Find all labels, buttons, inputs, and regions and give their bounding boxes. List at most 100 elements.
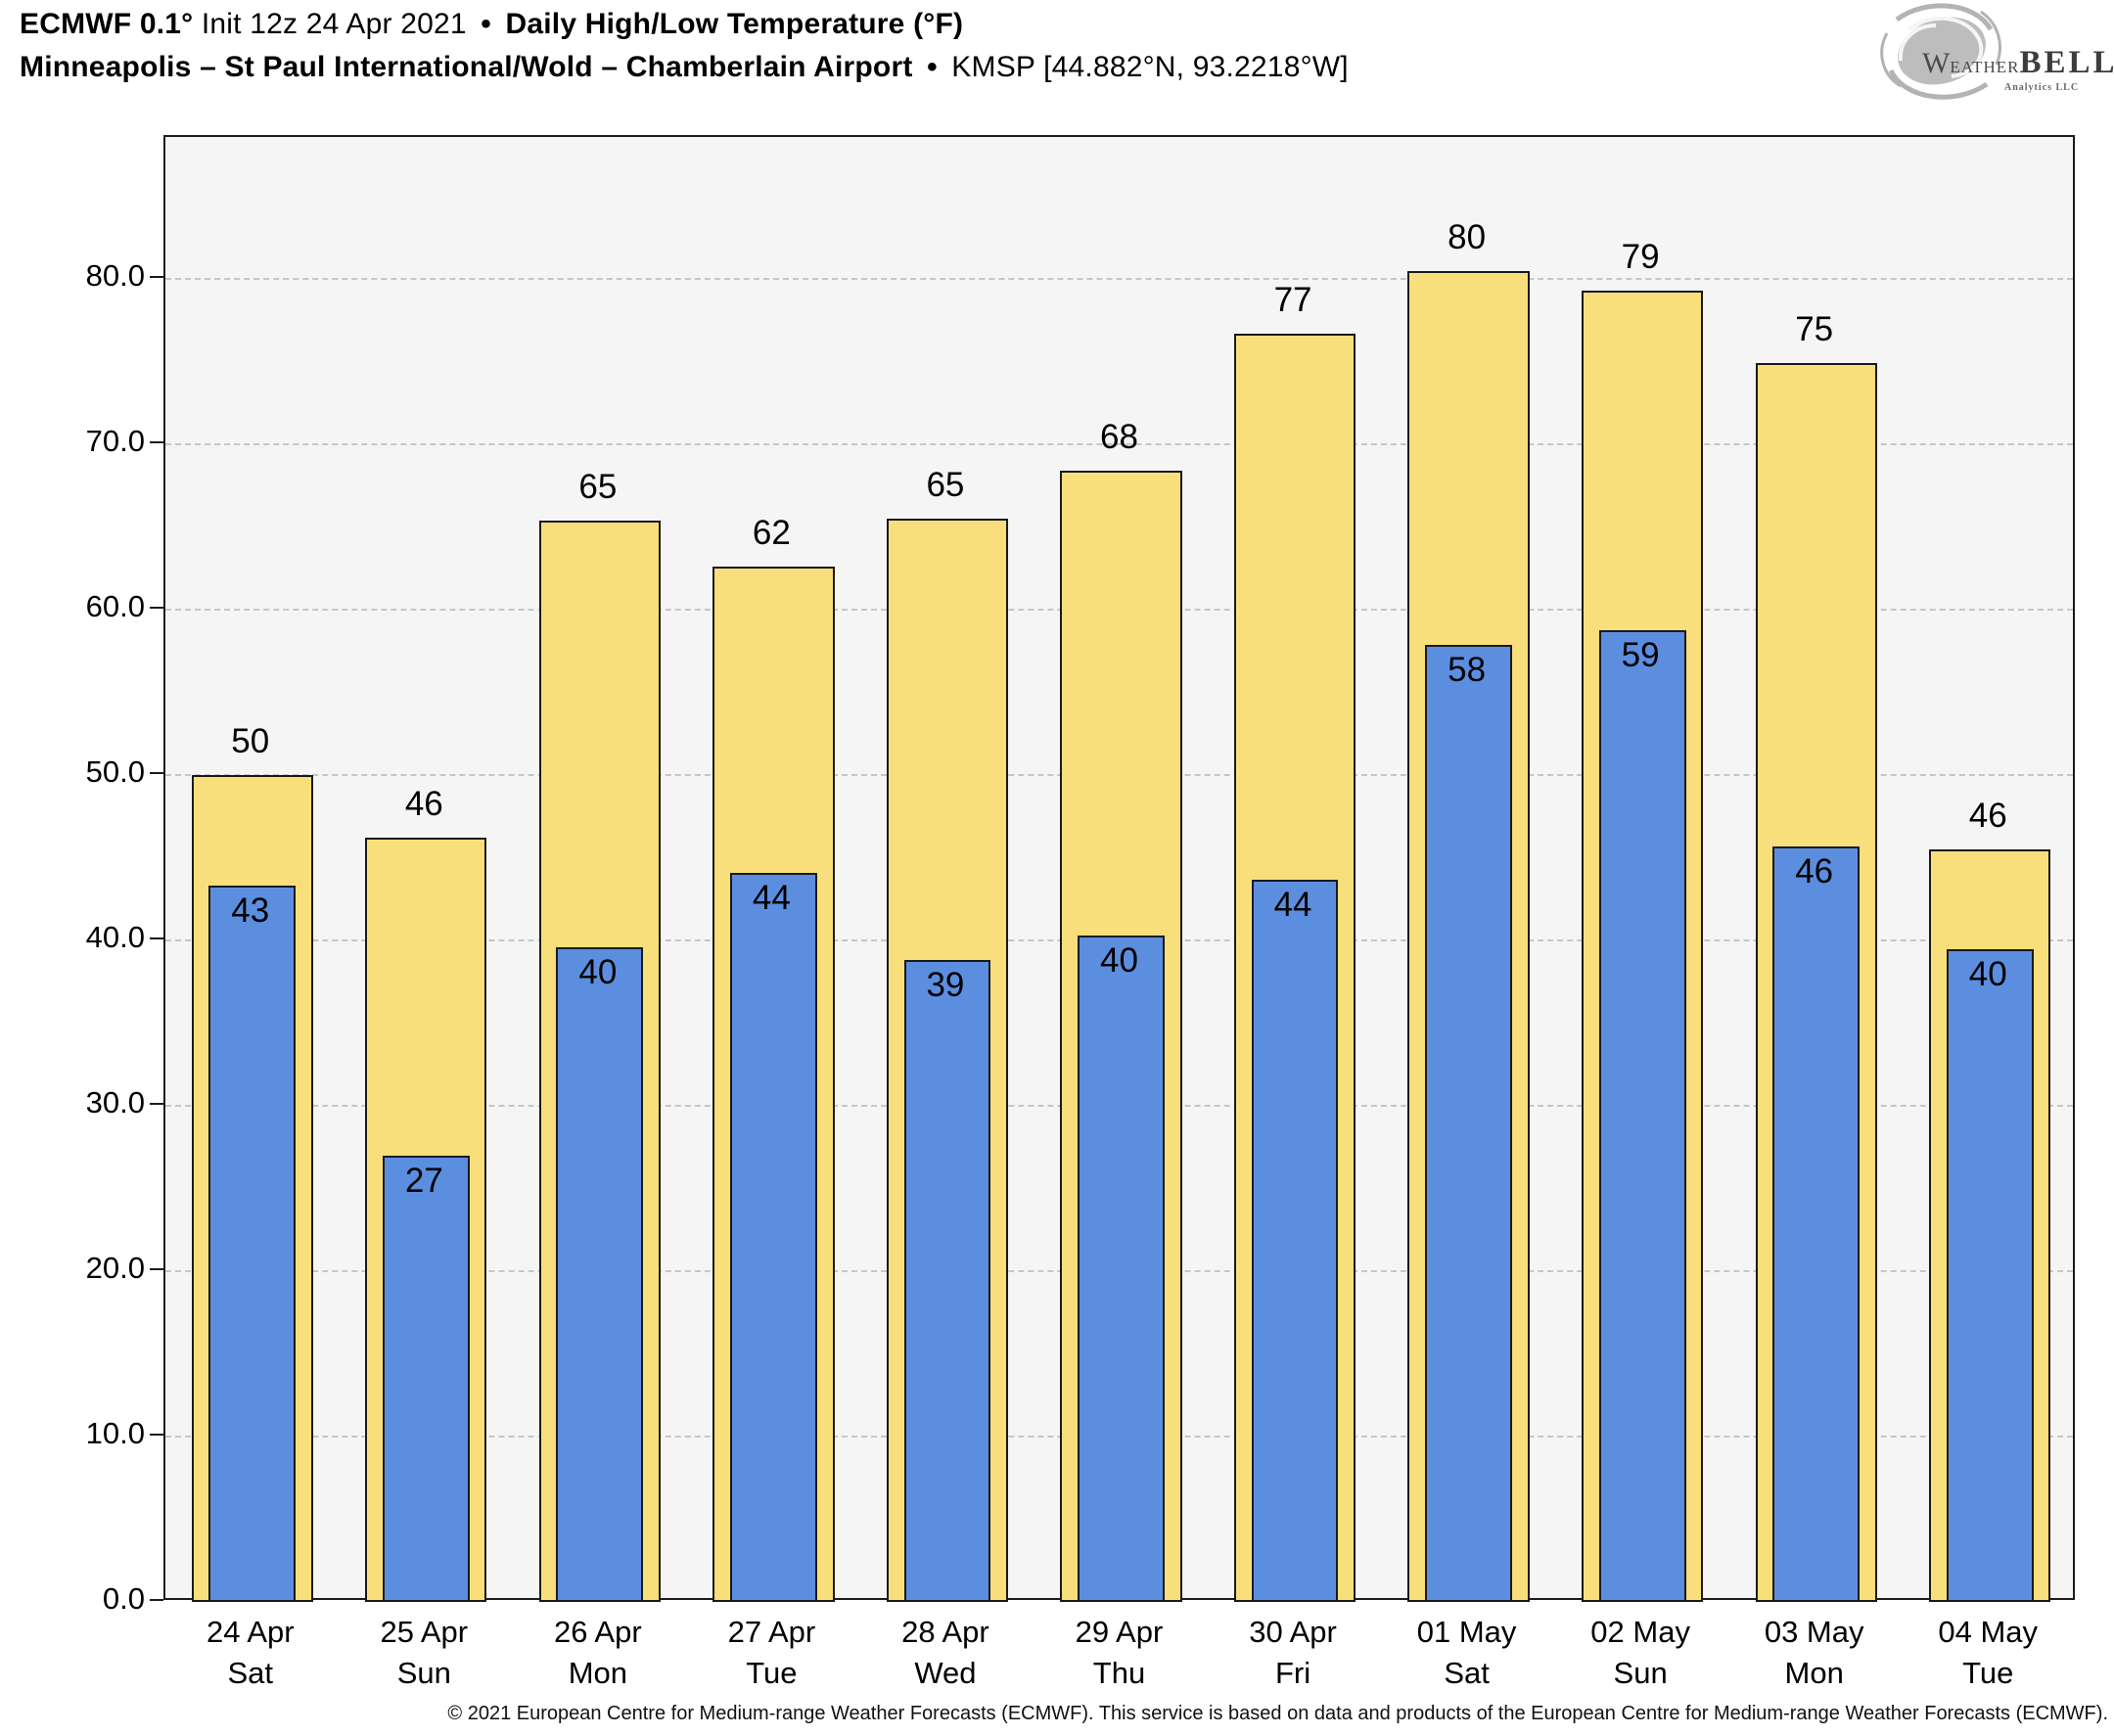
low-value-label: 44 (752, 878, 791, 917)
x-tick-label-04-May: 04 May Tue (1901, 1612, 2075, 1694)
low-value-label: 44 (1273, 885, 1312, 924)
high-value-label: 75 (1795, 310, 1834, 349)
high-value-label: 77 (1273, 281, 1312, 320)
x-tick-label-24-Apr: 24 Apr Sat (163, 1612, 338, 1694)
y-tick-label: 10.0 (85, 1416, 145, 1451)
x-label-date: 01 May (1416, 1615, 1517, 1649)
plot-area (163, 135, 2075, 1602)
logo-bell: BELL (2019, 45, 2114, 80)
copyright-footer: © 2021 European Centre for Medium-range … (447, 1703, 2108, 1724)
x-label-day: Sat (1444, 1656, 1490, 1690)
product-name: Daily High/Low Temperature (°F) (496, 8, 964, 40)
y-tick-label: 70.0 (85, 424, 145, 459)
logo-wordmark: WEATHERBELL (1922, 45, 2114, 81)
low-bar-24-Apr (208, 886, 297, 1602)
x-label-day: Mon (1784, 1656, 1844, 1690)
high-value-label: 68 (1100, 418, 1138, 457)
y-tick-0.0 (150, 1599, 163, 1601)
high-value-label: 79 (1621, 238, 1660, 277)
weatherbell-logo: WEATHERBELL Analytics LLC (1858, 0, 2114, 108)
x-tick-label-26-Apr: 26 Apr Mon (511, 1612, 685, 1694)
x-label-day: Tue (1962, 1656, 2014, 1690)
low-bar-26-Apr (556, 946, 644, 1602)
station-id: KMSP [44.882°N, 93.2218°W] (942, 51, 1349, 83)
logo-w: W (1922, 47, 1951, 79)
low-value-label: 59 (1621, 635, 1660, 674)
low-value-label: 40 (1100, 941, 1138, 981)
x-tick-label-28-Apr: 28 Apr Wed (858, 1612, 1033, 1694)
low-bar-03-May (1772, 845, 1861, 1602)
low-value-label: 39 (926, 966, 965, 1005)
low-value-label: 58 (1448, 650, 1487, 689)
gridline-70.0 (165, 443, 2073, 446)
high-value-label: 65 (578, 467, 618, 506)
x-label-date: 28 Apr (901, 1615, 989, 1649)
low-value-label: 27 (404, 1161, 443, 1200)
y-tick-40.0 (150, 937, 163, 940)
hurricane-swirl-icon (1880, 3, 2001, 100)
x-label-date: 24 Apr (206, 1615, 295, 1649)
x-tick-label-25-Apr: 25 Apr Sun (338, 1612, 512, 1694)
high-value-label: 65 (926, 466, 965, 505)
y-tick-60.0 (150, 607, 163, 610)
y-tick-80.0 (150, 276, 163, 279)
low-value-label: 40 (578, 952, 618, 991)
x-label-date: 30 Apr (1249, 1615, 1337, 1649)
low-value-label: 40 (1968, 954, 2007, 993)
low-bar-02-May (1598, 629, 1686, 1602)
y-tick-label: 40.0 (85, 920, 145, 955)
low-bar-27-Apr (730, 872, 817, 1602)
low-value-label: 43 (231, 891, 270, 931)
high-value-label: 80 (1448, 217, 1487, 256)
x-label-date: 27 Apr (727, 1615, 816, 1649)
x-label-day: Sun (396, 1656, 451, 1690)
y-tick-label: 60.0 (85, 589, 145, 624)
x-tick-label-29-Apr: 29 Apr Thu (1033, 1612, 1207, 1694)
x-label-date: 26 Apr (554, 1615, 642, 1649)
y-axis-title: Temperature [°F] (0, 844, 104, 902)
low-bar-25-Apr (382, 1155, 470, 1602)
x-label-date: 25 Apr (380, 1615, 469, 1649)
y-tick-10.0 (150, 1434, 163, 1437)
x-tick-label-03-May: 03 May Mon (1727, 1612, 1902, 1694)
low-bar-30-Apr (1251, 879, 1339, 1602)
x-label-date: 03 May (1764, 1615, 1864, 1649)
y-tick-50.0 (150, 772, 163, 775)
station-name: Minneapolis – St Paul International/Wold… (20, 51, 922, 83)
separator-bullet: • (927, 51, 938, 83)
x-label-day: Thu (1092, 1656, 1146, 1690)
separator-bullet: • (481, 8, 491, 40)
high-value-label: 62 (752, 514, 791, 553)
x-label-date: 02 May (1590, 1615, 1690, 1649)
y-tick-20.0 (150, 1268, 163, 1271)
low-bar-28-Apr (903, 960, 991, 1602)
high-value-label: 46 (1968, 797, 2007, 836)
high-value-label: 50 (231, 722, 270, 761)
x-label-date: 04 May (1938, 1615, 2039, 1649)
logo-subtitle: Analytics LLC (2004, 82, 2080, 93)
y-tick-70.0 (150, 441, 163, 444)
logo-eather: EATHER (1950, 58, 2020, 76)
x-label-day: Sat (227, 1656, 274, 1690)
x-label-day: Fri (1274, 1656, 1311, 1690)
low-value-label: 46 (1795, 851, 1834, 891)
y-tick-label: 0.0 (102, 1581, 145, 1616)
x-tick-label-02-May: 02 May Sun (1553, 1612, 1727, 1694)
y-tick-label: 20.0 (85, 1251, 145, 1286)
x-tick-label-30-Apr: 30 Apr Fri (1206, 1612, 1380, 1694)
gridline-80.0 (165, 278, 2073, 281)
init-time: Init 12z 24 Apr 2021 (193, 8, 476, 40)
low-bar-01-May (1425, 644, 1512, 1602)
x-tick-label-01-May: 01 May Sat (1380, 1612, 1554, 1694)
x-label-day: Wed (914, 1656, 977, 1690)
x-label-day: Sun (1613, 1656, 1668, 1690)
x-label-day: Tue (746, 1656, 798, 1690)
y-tick-label: 30.0 (85, 1085, 145, 1120)
low-bar-04-May (1946, 948, 2034, 1602)
x-tick-label-27-Apr: 27 Apr Tue (685, 1612, 859, 1694)
high-value-label: 46 (404, 785, 443, 824)
y-tick-label: 80.0 (85, 258, 145, 294)
y-tick-label: 50.0 (85, 754, 145, 790)
x-label-date: 29 Apr (1075, 1615, 1164, 1649)
x-label-day: Mon (568, 1656, 627, 1690)
